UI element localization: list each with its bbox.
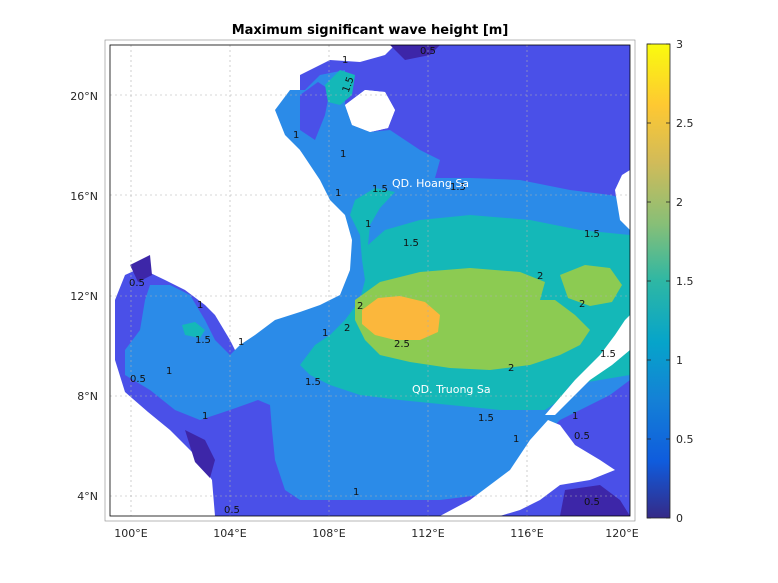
contour-label: 0.5 [130,374,146,385]
contour-label: 1 [166,366,172,377]
colorbar-tick-label: 1 [676,354,683,367]
contour-label: 1.5 [195,335,211,346]
contour-label: 1 [202,411,208,422]
contour-label: 1.5 [341,75,357,94]
lon-tick-label: 100°E [114,527,147,540]
colorbar: 0 0.5 1 1.5 2 2.5 3 [646,38,694,525]
contour-label: 1.5 [584,229,600,240]
sea-region-level-2 [355,268,590,370]
sea-region-level-1-5-west [182,322,205,338]
luzon-land [615,170,630,230]
sea-region-level-1-5-north [325,70,355,105]
contour-label: 2 [579,299,585,310]
sea-region-level-0-south-west [185,430,215,478]
contour-label: 2.5 [394,339,410,350]
contour-label: 1.5 [403,238,419,249]
contour-label: 1 [335,188,341,199]
lat-tick-label: 8°N [77,390,98,403]
lat-tick-label: 20°N [70,90,98,103]
contour-label: 1 [340,149,346,160]
map-frame [109,44,631,517]
lon-tick-label: 120°E [605,527,638,540]
sea-region-level-2-5 [362,296,440,340]
map-outer-frame [104,39,636,522]
colorbar-tick-label: 2.5 [676,117,694,130]
sea-region-level-0-south-east [560,485,630,516]
colorbar-tick-label: 1.5 [676,275,694,288]
lon-tick-label: 116°E [510,527,543,540]
contour-labels: 0.5 1 1.5 1 1 1.5 1 1.5 1.5 1.5 2 2 1 2 … [129,46,616,516]
lon-tick-label: 112°E [411,527,444,540]
contour-label: 2 [344,323,350,334]
gulf-tonkin-level-0-5 [300,82,330,140]
contour-label: 0.5 [584,497,600,508]
map-title: Maximum significant wave height [m] [232,23,509,38]
contour-label: 0.5 [420,46,436,57]
contour-label: 0.5 [224,505,240,516]
place-label-truong-sa: QD. Truong Sa [412,383,491,396]
contour-label: 0.5 [574,431,590,442]
contour-label: 2 [508,363,514,374]
lat-tick-label: 12°N [70,290,98,303]
place-label-hoang-sa: QD. Hoang Sa [392,177,469,190]
sea-region-level-0-north [390,45,440,60]
contour-label: 1 [293,130,299,141]
contour-label: 1 [572,411,578,422]
contour-label: 1 [197,300,203,311]
lat-tick-label: 16°N [70,190,98,203]
lon-tick-label: 108°E [312,527,345,540]
contour-label: 1 [238,337,244,348]
contour-label: 1 [353,487,359,498]
contour-label: 1 [322,328,328,339]
lat-tick-label: 4°N [77,490,98,503]
contour-label: 1.5 [600,349,616,360]
colorbar-ticks [647,43,670,519]
lon-tick-labels: 100°E 104°E 108°E 112°E 116°E 120°E [114,527,638,540]
contour-label: 2 [357,301,363,312]
sea-region-level-0-thai-coast [130,255,152,282]
colorbar-tick-label: 3 [676,38,683,51]
hainan-island-cut [345,90,395,132]
lat-tick-labels: 4°N 8°N 12°N 16°N 20°N [70,90,98,503]
gridlines [110,45,630,516]
contour-label: 1 [342,55,348,66]
contour-label: 1.5 [372,184,388,195]
lon-tick-label: 104°E [213,527,246,540]
colorbar-tick-label: 0 [676,512,683,525]
contour-label: 1 [365,219,371,230]
colorbar-tick-label: 0.5 [676,433,694,446]
contour-label: 1.5 [305,377,321,388]
contour-label: 1 [513,434,519,445]
borneo-land [440,420,615,516]
contour-label: 0.5 [129,278,145,289]
map-plot-area [110,45,630,516]
contour-label: 2 [537,271,543,282]
contour-label: 1.5 [450,182,466,193]
contour-label: 1.5 [478,413,494,424]
colorbar-tick-label: 2 [676,196,683,209]
